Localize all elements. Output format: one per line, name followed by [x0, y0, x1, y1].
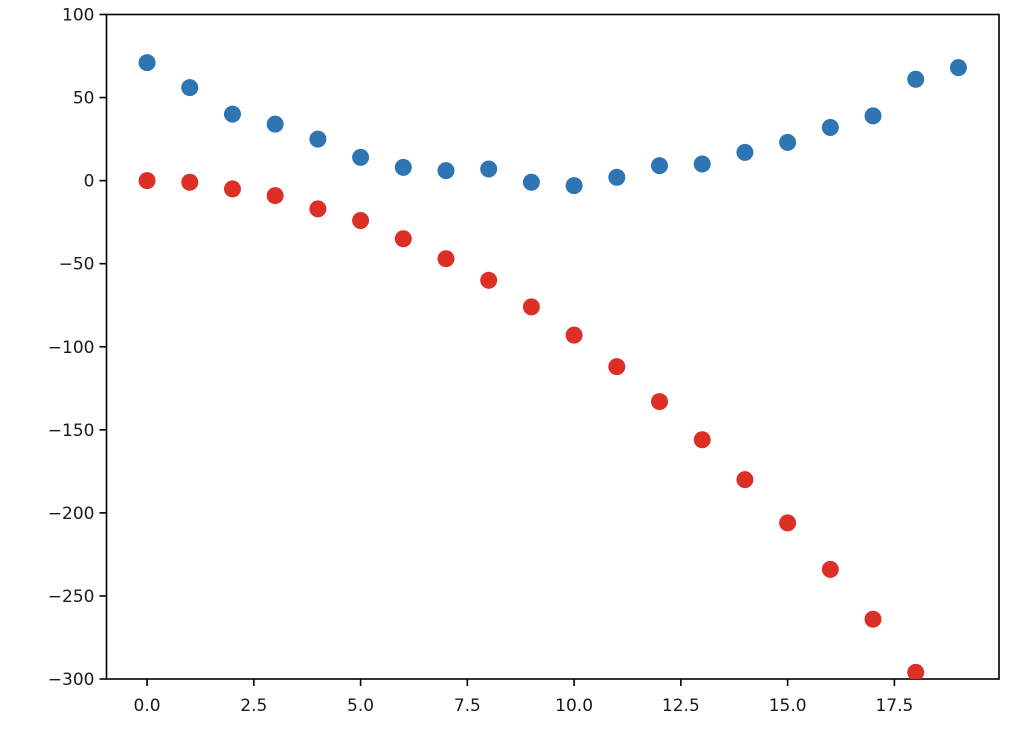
blue-series-points [138, 54, 967, 195]
x-tick-label: 5.0 [347, 696, 374, 716]
blue-series-point [779, 133, 797, 151]
blue-series-point [608, 168, 626, 186]
red-series-point [437, 250, 455, 268]
red-series-point [138, 172, 156, 190]
blue-series-point [223, 105, 241, 123]
x-tick-label: 17.5 [875, 696, 913, 716]
y-tick-label: −300 [48, 670, 95, 690]
red-series-point [821, 560, 839, 578]
blue-series-point [394, 158, 412, 176]
blue-series-point [522, 173, 540, 191]
y-tick-label: 100 [62, 6, 94, 26]
red-series-point [352, 211, 370, 229]
y-tick-label: −50 [59, 255, 95, 275]
blue-series-point [565, 177, 583, 195]
red-series-point [693, 431, 711, 449]
x-tick-label: 15.0 [769, 696, 807, 716]
red-series-point [223, 180, 241, 198]
red-series-point [907, 663, 925, 679]
y-tick-label: 50 [73, 89, 95, 109]
blue-series-point [949, 59, 967, 77]
y-tick-label: −200 [48, 504, 95, 524]
blue-series-point [181, 79, 199, 97]
blue-series-point [352, 148, 370, 166]
x-tick-label: 0.0 [134, 696, 161, 716]
blue-series-point [736, 143, 754, 161]
y-tick-label: −100 [48, 338, 95, 358]
red-series-points [138, 172, 925, 679]
y-tick-label: −250 [48, 587, 95, 607]
x-tick-label: 7.5 [454, 696, 481, 716]
red-series-point [480, 271, 498, 289]
red-series-point [864, 610, 882, 628]
red-series-point [608, 358, 626, 376]
blue-series-point [693, 155, 711, 173]
blue-series-point [907, 70, 925, 88]
red-series-point [522, 298, 540, 316]
y-tick-label: −150 [48, 421, 95, 441]
blue-series-point [138, 54, 156, 72]
blue-series-point [266, 115, 284, 133]
x-tick-label: 12.5 [662, 696, 700, 716]
y-tick-label: 0 [84, 172, 95, 192]
red-series-point [565, 326, 583, 344]
red-series-point [394, 230, 412, 248]
red-series-point [736, 471, 754, 489]
red-series-point [651, 393, 669, 411]
blue-series-point [864, 107, 882, 125]
blue-series-point [480, 160, 498, 178]
red-series-point [309, 200, 327, 218]
blue-series-point [651, 157, 669, 175]
x-tick-label: 2.5 [240, 696, 267, 716]
red-series-point [779, 514, 797, 532]
blue-series-point [821, 118, 839, 136]
x-tick-label: 10.0 [555, 696, 593, 716]
blue-series-point [309, 130, 327, 148]
red-series-point [181, 173, 199, 191]
blue-series-point [437, 162, 455, 180]
red-series-point [266, 187, 284, 205]
